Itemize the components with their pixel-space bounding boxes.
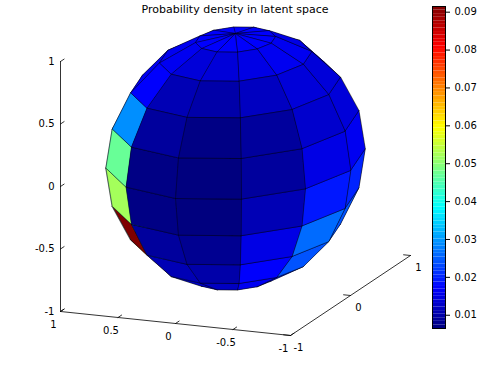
svg-text:1: 1 — [415, 262, 421, 273]
svg-text:0: 0 — [48, 181, 54, 192]
svg-text:-0.5: -0.5 — [216, 337, 236, 348]
svg-text:0.03: 0.03 — [455, 234, 477, 245]
svg-text:0.09: 0.09 — [455, 6, 477, 17]
svg-text:0.05: 0.05 — [455, 158, 477, 169]
svg-text:0.07: 0.07 — [455, 82, 477, 93]
svg-text:0.02: 0.02 — [455, 272, 477, 283]
svg-text:0.01: 0.01 — [455, 309, 477, 320]
svg-text:0: 0 — [165, 331, 171, 342]
svg-text:0.04: 0.04 — [455, 196, 477, 207]
svg-text:0.5: 0.5 — [103, 325, 119, 336]
svg-text:0: 0 — [355, 302, 361, 313]
svg-text:0.5: 0.5 — [39, 118, 55, 129]
svg-text:0.08: 0.08 — [455, 44, 477, 55]
html-text:Probability density in latent: Probability density in latent space — [141, 3, 329, 16]
svg-text:0.06: 0.06 — [455, 120, 477, 131]
svg-text:-1: -1 — [45, 306, 55, 317]
svg-text:-0.5: -0.5 — [35, 243, 55, 254]
svg-text:-1: -1 — [294, 342, 304, 353]
svg-text:1: 1 — [50, 319, 56, 330]
svg-text:-1: -1 — [279, 343, 289, 354]
svg-text:1: 1 — [48, 56, 54, 67]
